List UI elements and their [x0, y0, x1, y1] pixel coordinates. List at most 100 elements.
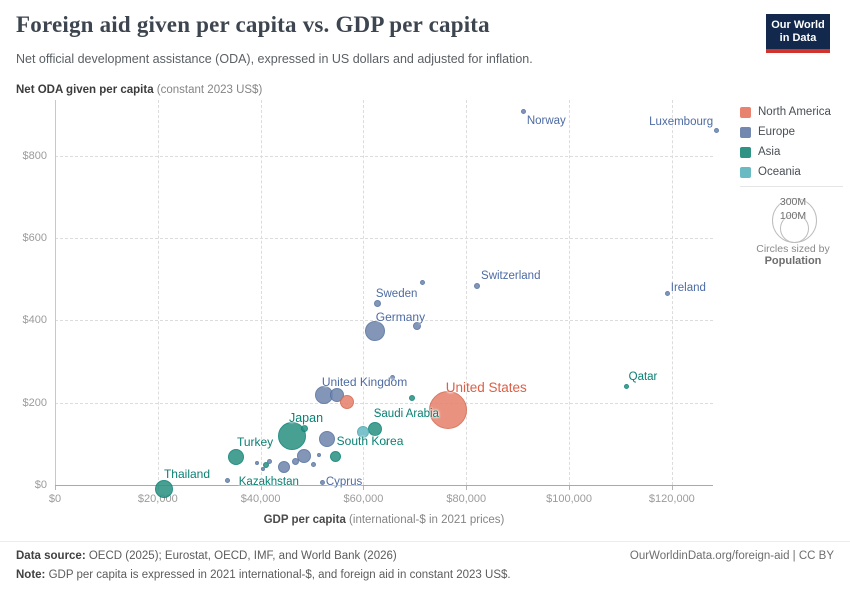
legend-item-europe[interactable]: Europe — [740, 126, 831, 138]
page-title: Foreign aid given per capita vs. GDP per… — [16, 12, 490, 37]
data-point-thailand[interactable] — [154, 480, 173, 499]
owid-link[interactable]: OurWorldinData.org/foreign-aid — [629, 550, 790, 562]
data-point-unlabeled-europe-13[interactable] — [316, 452, 321, 457]
license-text: | CC BY — [789, 550, 834, 562]
size-legend-circles: 300M 100M — [740, 192, 846, 243]
x-tick-mark — [260, 486, 262, 490]
data-point-unlabeled-europe-11[interactable] — [296, 449, 311, 464]
country-label-united-states[interactable]: United States — [445, 380, 527, 396]
size-legend-inner-label: 100M — [779, 210, 807, 222]
data-point-unlabeled-europe-3[interactable] — [390, 374, 396, 380]
x-tick-label: $80,000 — [446, 493, 487, 505]
data-point-unlabeled-europe-2[interactable] — [412, 322, 421, 331]
y-gridline — [55, 320, 713, 322]
y-axis-title-bold: Net ODA given per capita — [16, 84, 154, 96]
data-point-united-states[interactable] — [428, 391, 467, 430]
data-point-unlabeled-asia-3[interactable] — [301, 424, 309, 432]
data-point-unlabeled-europe-12[interactable] — [310, 461, 316, 467]
data-source-text: OECD (2025); Eurostat, OECD, IMF, and Wo… — [85, 550, 397, 562]
x-gridline — [466, 100, 468, 485]
data-point-norway[interactable] — [521, 109, 527, 115]
data-point-south-korea[interactable] — [330, 450, 342, 462]
data-point-unlabeled-europe-9[interactable] — [277, 460, 290, 473]
data-point-unlabeled-europe-10[interactable] — [291, 458, 299, 466]
data-point-unlabeled-asia-4[interactable] — [384, 441, 388, 445]
data-point-unlabeled-oceania-1[interactable] — [356, 425, 369, 438]
country-label-sweden[interactable]: Sweden — [375, 288, 418, 300]
data-point-switzerland[interactable] — [474, 283, 481, 290]
x-gridline — [260, 100, 262, 485]
data-point-ireland[interactable] — [665, 291, 671, 297]
country-label-switzerland[interactable]: Switzerland — [481, 270, 541, 283]
y-tick-label: $0 — [34, 479, 47, 491]
data-source-label: Data source: — [16, 550, 86, 562]
country-label-united-kingdom[interactable]: United Kingdom — [321, 374, 408, 389]
note-line: Note: GDP per capita is expressed in 202… — [16, 569, 511, 581]
country-label-luxembourg[interactable]: Luxembourg — [649, 116, 714, 129]
data-point-sweden[interactable] — [374, 299, 382, 307]
country-label-japan[interactable]: Japan — [288, 411, 324, 425]
country-label-cyprus[interactable]: Cyprus — [325, 476, 363, 489]
size-legend: 300M 100M Circles sized by Population — [740, 192, 846, 267]
chart-subtitle: Net official development assistance (ODA… — [16, 52, 533, 66]
data-point-unlabeled-europe-8[interactable] — [261, 466, 266, 471]
y-tick-label: $800 — [22, 149, 47, 162]
y-gridline — [55, 155, 713, 157]
country-label-germany[interactable]: Germany — [375, 310, 426, 324]
size-legend-inner-circle — [780, 214, 809, 243]
x-gridline — [569, 100, 571, 485]
data-point-germany[interactable] — [364, 321, 385, 341]
x-tick-label: $120,000 — [648, 493, 695, 505]
logo-line-1: Our World — [771, 19, 825, 31]
x-tick-label: $0 — [48, 493, 62, 505]
data-point-unlabeled-europe-6[interactable] — [255, 461, 260, 466]
data-point-unlabeled-europe-7[interactable] — [267, 459, 273, 465]
y-tick-label: $400 — [22, 314, 47, 327]
y-gridline — [55, 237, 713, 239]
data-point-unlabeled-europe-1[interactable] — [419, 279, 425, 285]
data-point-unlabeled-europe-14[interactable] — [224, 477, 230, 483]
country-label-turkey[interactable]: Turkey — [236, 435, 274, 449]
note-label: Note: — [16, 569, 46, 581]
x-gridline — [157, 100, 159, 485]
legend-item-north_america[interactable]: North America — [740, 106, 831, 118]
country-label-saudi-arabia[interactable]: Saudi Arabia — [373, 408, 439, 420]
data-point-turkey[interactable] — [227, 449, 244, 465]
x-tick-label: $40,000 — [240, 493, 281, 505]
data-source-line: Data source: OECD (2025); Eurostat, OECD… — [16, 550, 397, 562]
note-text: GDP per capita is expressed in 2021 inte… — [45, 569, 511, 581]
country-label-ireland[interactable]: Ireland — [670, 281, 706, 294]
data-point-unlabeled-asia-2[interactable] — [376, 410, 380, 414]
data-point-cyprus[interactable] — [320, 479, 326, 485]
country-label-qatar[interactable]: Qatar — [628, 371, 658, 384]
y-axis-line — [55, 100, 56, 485]
data-point-qatar[interactable] — [624, 383, 630, 389]
legend-swatch-europe — [740, 126, 751, 138]
legend-swatch-asia — [740, 146, 751, 158]
legend-swatch-oceania — [740, 166, 751, 178]
country-label-kazakhstan[interactable]: Kazakhstan — [238, 475, 299, 488]
data-point-kazakhstan[interactable] — [262, 461, 269, 468]
data-point-unlabeled-europe-5[interactable] — [318, 430, 335, 447]
country-label-norway[interactable]: Norway — [526, 114, 566, 127]
country-label-south-korea[interactable]: South Korea — [336, 434, 404, 449]
owid-logo[interactable]: Our World in Data — [766, 14, 830, 53]
data-point-japan[interactable] — [277, 422, 306, 450]
x-tick-mark — [466, 486, 468, 490]
data-point-luxembourg[interactable] — [713, 127, 719, 133]
data-point-unlabeled-north-america-1[interactable] — [339, 394, 354, 409]
y-axis-title: Net ODA given per capita (constant 2023 … — [16, 84, 262, 96]
attribution-line: OurWorldinData.org/foreign-aid | CC BY — [630, 550, 834, 562]
x-tick-label: $100,000 — [546, 493, 592, 505]
logo-line-2: in Data — [779, 32, 817, 44]
legend-label: North America — [758, 106, 831, 118]
x-axis-title-unit: (international-$ in 2021 prices) — [345, 514, 505, 526]
size-legend-outer-label: 300M — [779, 196, 807, 208]
legend-item-oceania[interactable]: Oceania — [740, 166, 831, 178]
legend-item-asia[interactable]: Asia — [740, 146, 831, 158]
data-point-unlabeled-asia-1[interactable] — [408, 395, 415, 402]
country-label-thailand[interactable]: Thailand — [163, 467, 210, 482]
legend-swatch-north_america — [740, 106, 751, 118]
